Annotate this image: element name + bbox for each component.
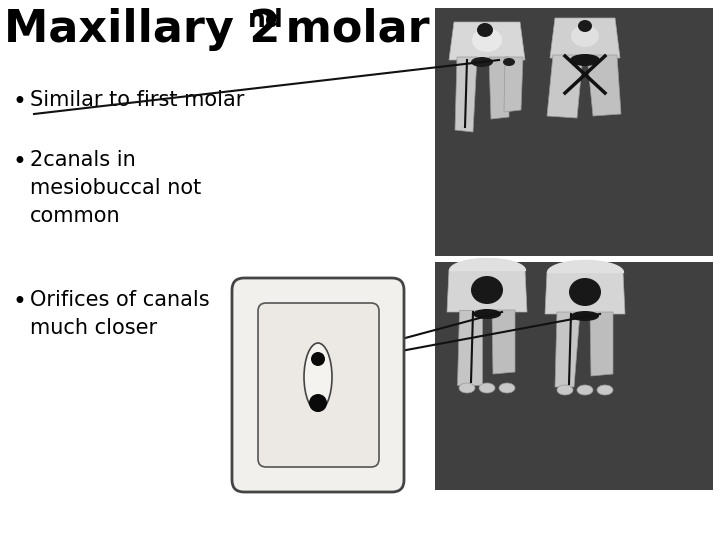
Polygon shape <box>492 310 515 374</box>
Ellipse shape <box>479 383 495 393</box>
Ellipse shape <box>571 25 599 47</box>
Ellipse shape <box>473 309 501 319</box>
Circle shape <box>309 394 327 412</box>
Polygon shape <box>547 55 583 118</box>
Ellipse shape <box>577 385 593 395</box>
Text: Orifices of canals
much closer: Orifices of canals much closer <box>30 290 210 338</box>
Bar <box>435 8 713 256</box>
Polygon shape <box>545 272 625 314</box>
Ellipse shape <box>578 20 592 32</box>
Ellipse shape <box>477 23 493 37</box>
Text: •: • <box>12 90 26 114</box>
Polygon shape <box>449 22 525 60</box>
Text: •: • <box>12 150 26 174</box>
Ellipse shape <box>499 383 515 393</box>
Circle shape <box>311 352 325 366</box>
Text: nd: nd <box>248 8 284 32</box>
Polygon shape <box>504 57 523 112</box>
Polygon shape <box>457 310 482 385</box>
Ellipse shape <box>570 54 600 66</box>
Ellipse shape <box>472 28 502 52</box>
Ellipse shape <box>304 343 332 411</box>
Ellipse shape <box>571 311 599 321</box>
Ellipse shape <box>597 385 613 395</box>
Ellipse shape <box>471 276 503 304</box>
Polygon shape <box>447 270 527 312</box>
Polygon shape <box>587 55 621 116</box>
Polygon shape <box>555 312 580 387</box>
Text: Similar to first molar: Similar to first molar <box>30 90 244 110</box>
FancyBboxPatch shape <box>232 278 404 492</box>
Text: molar: molar <box>270 8 430 51</box>
Ellipse shape <box>459 383 475 393</box>
FancyBboxPatch shape <box>258 303 379 467</box>
Ellipse shape <box>471 57 493 67</box>
Ellipse shape <box>503 58 515 66</box>
Text: 2canals in
mesiobuccal not
common: 2canals in mesiobuccal not common <box>30 150 202 226</box>
Polygon shape <box>590 312 613 376</box>
Text: •: • <box>12 290 26 314</box>
Polygon shape <box>489 57 509 119</box>
Bar <box>435 262 713 490</box>
Polygon shape <box>550 18 620 58</box>
Text: Maxillary 2: Maxillary 2 <box>4 8 280 51</box>
Ellipse shape <box>569 278 601 306</box>
Polygon shape <box>455 57 477 132</box>
Ellipse shape <box>557 385 573 395</box>
